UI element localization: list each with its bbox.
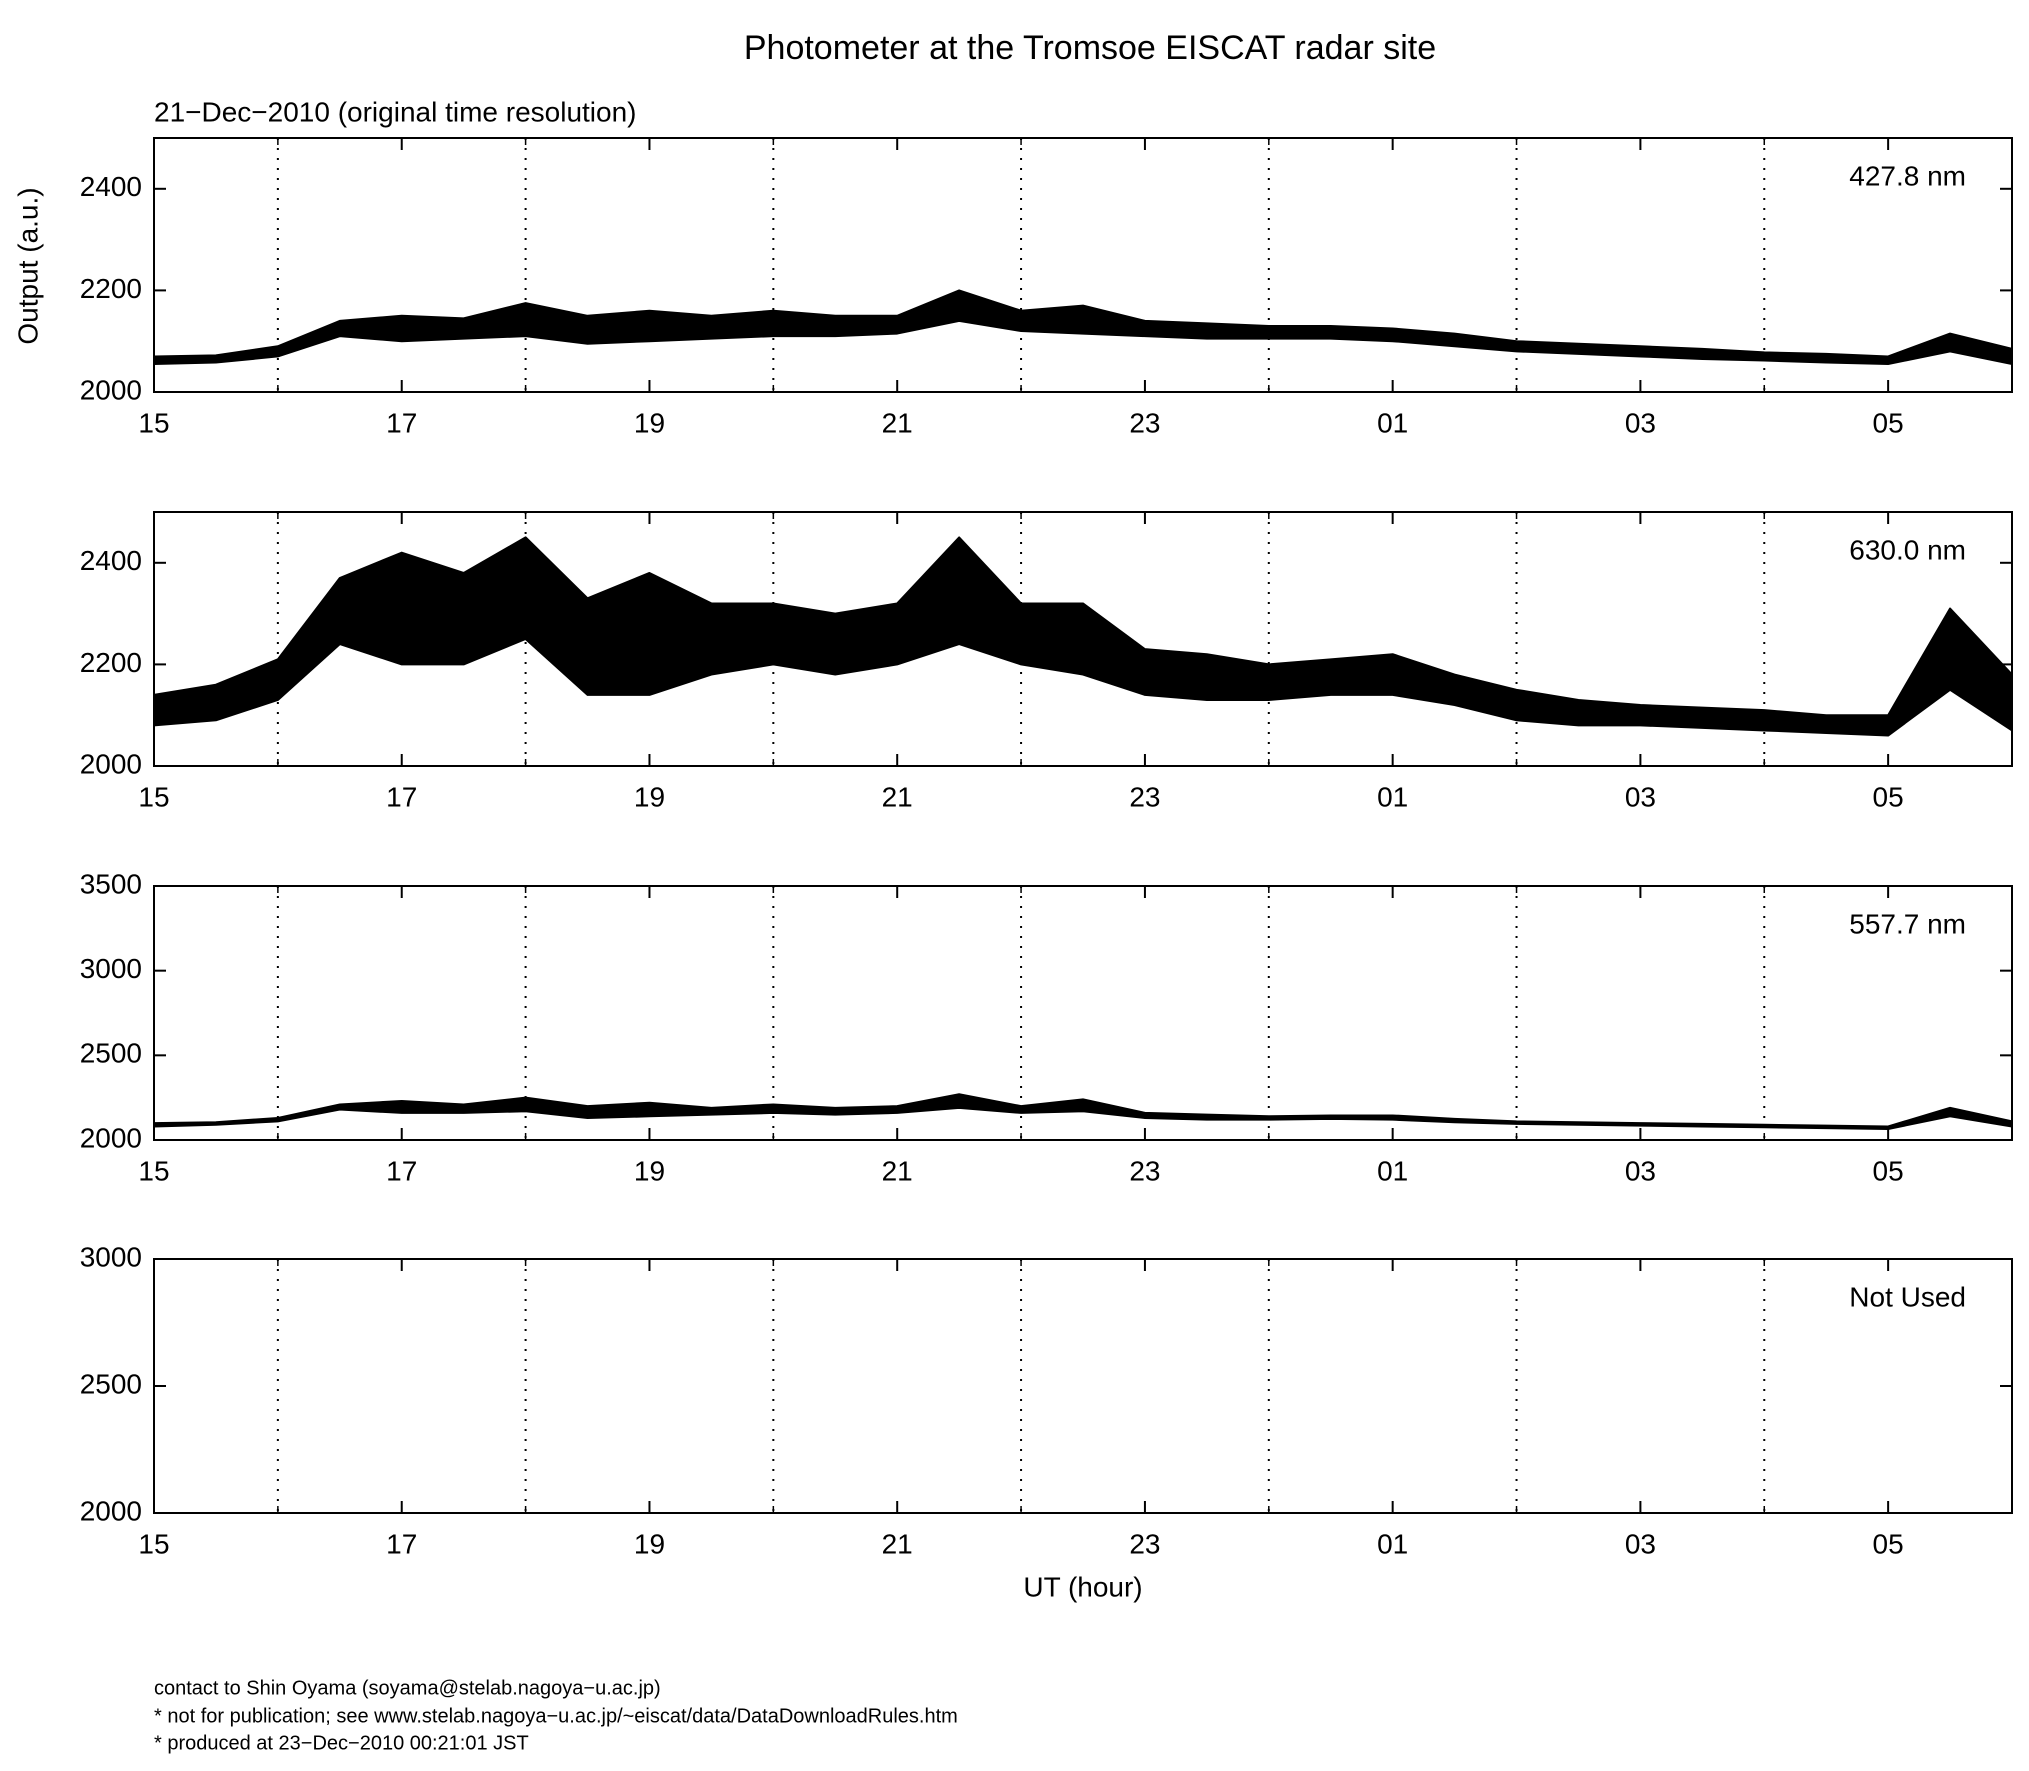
plot-frame	[153, 885, 2013, 1141]
panel-label: 557.7 nm	[1849, 908, 1966, 939]
x-tick-label: 01	[1377, 1155, 1408, 1186]
footer-line: contact to Shin Oyama (soyama@stelab.nag…	[154, 1677, 661, 1699]
y-tick-label: 2200	[80, 273, 142, 304]
y-tick-label: 3000	[80, 953, 142, 984]
x-tick-label: 21	[882, 781, 913, 812]
x-tick-label: 03	[1625, 1528, 1656, 1559]
plot-frame	[153, 137, 2013, 393]
x-tick-label: 19	[634, 1155, 665, 1186]
panel-label: 427.8 nm	[1849, 160, 1966, 191]
x-tick-label: 21	[882, 1528, 913, 1559]
y-tick-label: 2200	[80, 647, 142, 678]
y-tick-label: 2000	[80, 1122, 142, 1153]
footer-line: * produced at 23−Dec−2010 00:21:01 JST	[154, 1732, 529, 1754]
x-axis-label: UT (hour)	[1023, 1571, 1142, 1602]
x-tick-label: 19	[634, 781, 665, 812]
footer-line: * not for publication; see www.stelab.na…	[154, 1705, 958, 1727]
y-tick-label: 3000	[80, 1241, 142, 1272]
x-tick-label: 21	[882, 407, 913, 438]
panel-label: Not Used	[1849, 1281, 1966, 1312]
x-tick-label: 19	[634, 407, 665, 438]
x-tick-label: 17	[386, 1155, 417, 1186]
y-tick-label: 2500	[80, 1038, 142, 1069]
x-tick-label: 19	[634, 1528, 665, 1559]
x-tick-label: 17	[386, 407, 417, 438]
y-tick-label: 2500	[80, 1368, 142, 1399]
x-tick-label: 03	[1625, 1155, 1656, 1186]
x-tick-label: 23	[1129, 1528, 1160, 1559]
y-tick-label: 2000	[80, 1495, 142, 1526]
x-tick-label: 15	[138, 1528, 169, 1559]
x-tick-label: 05	[1873, 407, 1904, 438]
signal-band	[153, 289, 2013, 366]
x-tick-label: 15	[138, 407, 169, 438]
y-tick-label: 2000	[80, 748, 142, 779]
x-tick-label: 03	[1625, 781, 1656, 812]
y-tick-label: 2000	[80, 374, 142, 405]
x-tick-label: 23	[1129, 407, 1160, 438]
x-tick-label: 03	[1625, 407, 1656, 438]
x-tick-label: 23	[1129, 1155, 1160, 1186]
y-tick-label: 2400	[80, 171, 142, 202]
plot-frame	[153, 1258, 2013, 1514]
signal-band	[153, 536, 2013, 737]
y-tick-label: 3500	[80, 868, 142, 899]
y-tick-label: 2400	[80, 545, 142, 576]
subtitle: 21−Dec−2010 (original time resolution)	[154, 96, 637, 127]
x-tick-label: 15	[138, 1155, 169, 1186]
x-tick-label: 05	[1873, 781, 1904, 812]
y-axis-label: Output (a.u.)	[12, 187, 43, 344]
figure-title: Photometer at the Tromsoe EISCAT radar s…	[744, 29, 1436, 67]
x-tick-label: 23	[1129, 781, 1160, 812]
x-tick-label: 01	[1377, 1528, 1408, 1559]
x-tick-label: 17	[386, 781, 417, 812]
signal-band	[153, 1093, 2013, 1130]
x-tick-label: 17	[386, 1528, 417, 1559]
panel-label: 630.0 nm	[1849, 534, 1966, 565]
x-tick-label: 01	[1377, 407, 1408, 438]
x-tick-label: 15	[138, 781, 169, 812]
x-tick-label: 05	[1873, 1528, 1904, 1559]
x-tick-label: 05	[1873, 1155, 1904, 1186]
x-tick-label: 01	[1377, 781, 1408, 812]
plot-frame	[153, 511, 2013, 767]
x-tick-label: 21	[882, 1155, 913, 1186]
